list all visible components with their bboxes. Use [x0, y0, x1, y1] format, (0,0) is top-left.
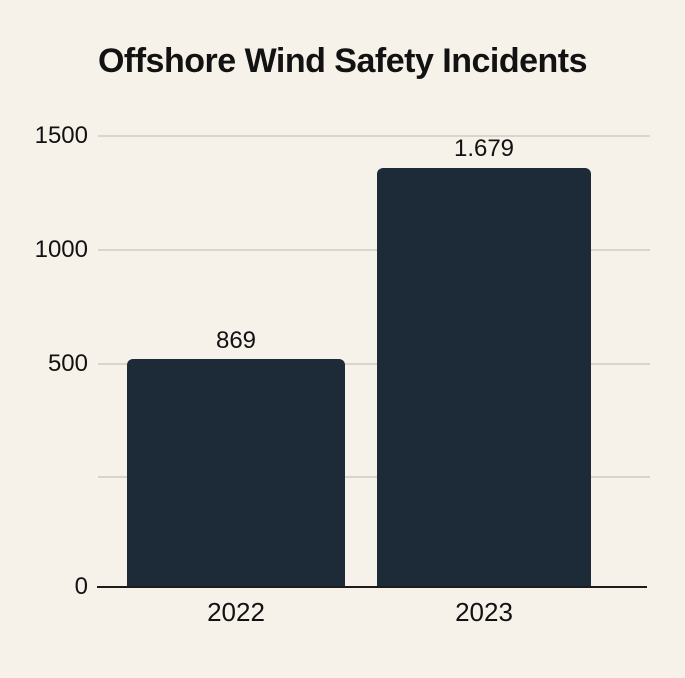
x-tick-2022: 2022 [207, 597, 265, 627]
x-tick-2023: 2023 [455, 597, 513, 627]
y-tick-0: 0 [74, 573, 88, 600]
x-axis-line [97, 586, 647, 588]
bar-2022 [127, 359, 345, 587]
bar-value-2023: 1.679 [453, 135, 515, 162]
gridline-1500 [98, 135, 650, 137]
chart-title: Offshore Wind Safety Incidents [97, 42, 588, 80]
y-tick-500: 500 [47, 350, 88, 377]
bar-value-2022: 869 [215, 327, 257, 354]
gridline-unlabeled [98, 476, 650, 478]
y-tick-1500: 1500 [34, 122, 88, 149]
gridline-500 [98, 363, 650, 365]
bar-2023 [377, 168, 591, 587]
gridline-1000 [98, 249, 650, 251]
y-tick-1000: 1000 [34, 236, 88, 263]
